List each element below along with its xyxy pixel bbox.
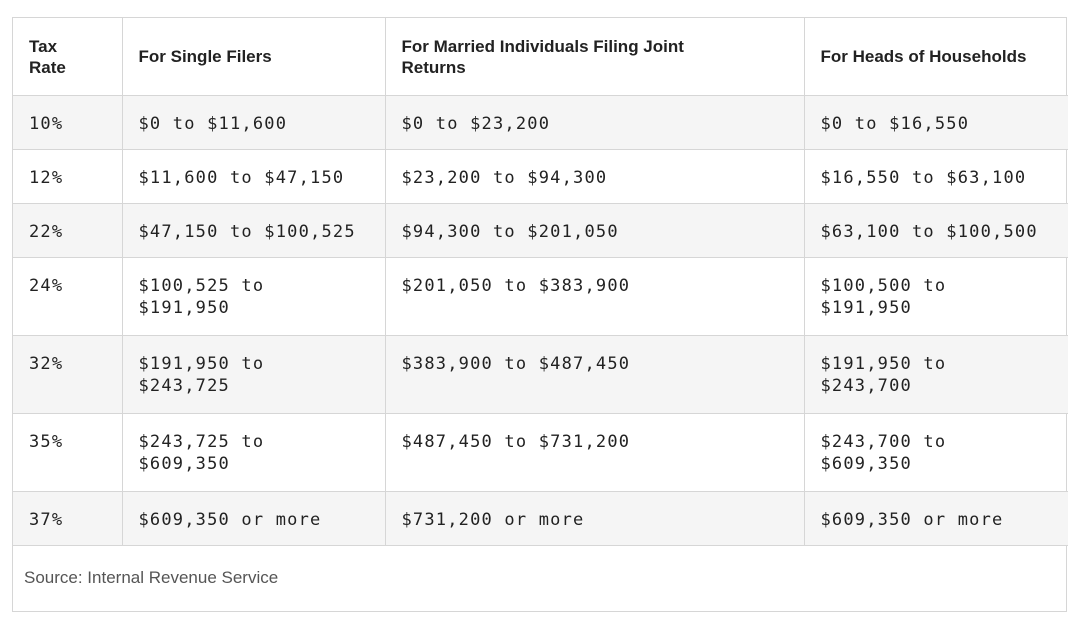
- bracket-cell: $609,350 or more: [803, 491, 1068, 546]
- bracket-cell: $191,950 to $243,725: [121, 335, 386, 414]
- rate-cell: 22%: [13, 203, 123, 258]
- bracket-cell: $191,950 to $243,700: [803, 335, 1068, 414]
- bracket-cell: $47,150 to $100,525: [121, 203, 386, 258]
- bracket-cell: $100,525 to $191,950: [121, 257, 386, 336]
- rate-cell: 37%: [13, 491, 123, 546]
- rate-cell: 10%: [13, 95, 123, 150]
- tax-table-card: Tax Rate For Single Filers For Married Ind…: [12, 17, 1068, 612]
- column-header-text: For Heads of Households: [820, 47, 1027, 66]
- column-header: Tax Rate: [13, 18, 123, 96]
- column-header-text: Tax Rate: [29, 36, 66, 77]
- bracket-cell: $243,700 to $609,350: [803, 413, 1068, 492]
- bracket-cell: $609,350 or more: [121, 491, 386, 546]
- bracket-cell: $100,500 to $191,950: [803, 257, 1068, 336]
- table-row: 35% $243,725 to $609,350 $487,450 to $731,…: [13, 413, 1068, 492]
- bracket-cell: $16,550 to $63,100: [803, 149, 1068, 204]
- bracket-cell: $11,600 to $47,150: [121, 149, 386, 204]
- bracket-cell: $94,300 to $201,050: [384, 203, 805, 258]
- source-note: Source: Internal Revenue Service: [13, 545, 1066, 611]
- rate-cell: 32%: [13, 335, 123, 414]
- header-row: Tax Rate For Single Filers For Married Ind…: [13, 18, 1068, 96]
- bracket-cell: $731,200 or more: [384, 491, 805, 546]
- column-header: For Single Filers: [121, 18, 386, 96]
- table-row: 22% $47,150 to $100,525 $94,300 to $201,05…: [13, 203, 1068, 258]
- rate-cell: 12%: [13, 149, 123, 204]
- table-row: 12% $11,600 to $47,150 $23,200 to $94,300 $…: [13, 149, 1068, 204]
- column-header-text: For Single Filers: [138, 47, 272, 66]
- column-header: For Married Individuals Filing Joint Ret…: [384, 18, 805, 96]
- bracket-cell: $201,050 to $383,900: [384, 257, 805, 336]
- column-header: For Heads of Households: [803, 18, 1068, 96]
- table-row: 37% $609,350 or more $731,200 or more $609,…: [13, 491, 1068, 546]
- table-row: 32% $191,950 to $243,725 $383,900 to $487,…: [13, 335, 1068, 414]
- bracket-cell: $487,450 to $731,200: [384, 413, 805, 492]
- bracket-cell: $0 to $11,600: [121, 95, 386, 150]
- bracket-cell: $383,900 to $487,450: [384, 335, 805, 414]
- bracket-cell: $0 to $16,550: [803, 95, 1068, 150]
- bracket-cell: $0 to $23,200: [384, 95, 805, 150]
- bracket-cell: $23,200 to $94,300: [384, 149, 805, 204]
- rate-cell: 35%: [13, 413, 123, 492]
- bracket-cell: $63,100 to $100,500: [803, 203, 1068, 258]
- table-body: 10% $0 to $11,600 $0 to $23,200 $0 to $16,5…: [13, 95, 1068, 546]
- rate-cell: 24%: [13, 257, 123, 336]
- table-row: 24% $100,525 to $191,950 $201,050 to $383,…: [13, 257, 1068, 336]
- column-header-text: For Married Individuals Filing Joint Ret…: [401, 36, 684, 77]
- tax-table: Tax Rate For Single Filers For Married Ind…: [13, 18, 1068, 546]
- bracket-cell: $243,725 to $609,350: [121, 413, 386, 492]
- table-row: 10% $0 to $11,600 $0 to $23,200 $0 to $16,5…: [13, 95, 1068, 150]
